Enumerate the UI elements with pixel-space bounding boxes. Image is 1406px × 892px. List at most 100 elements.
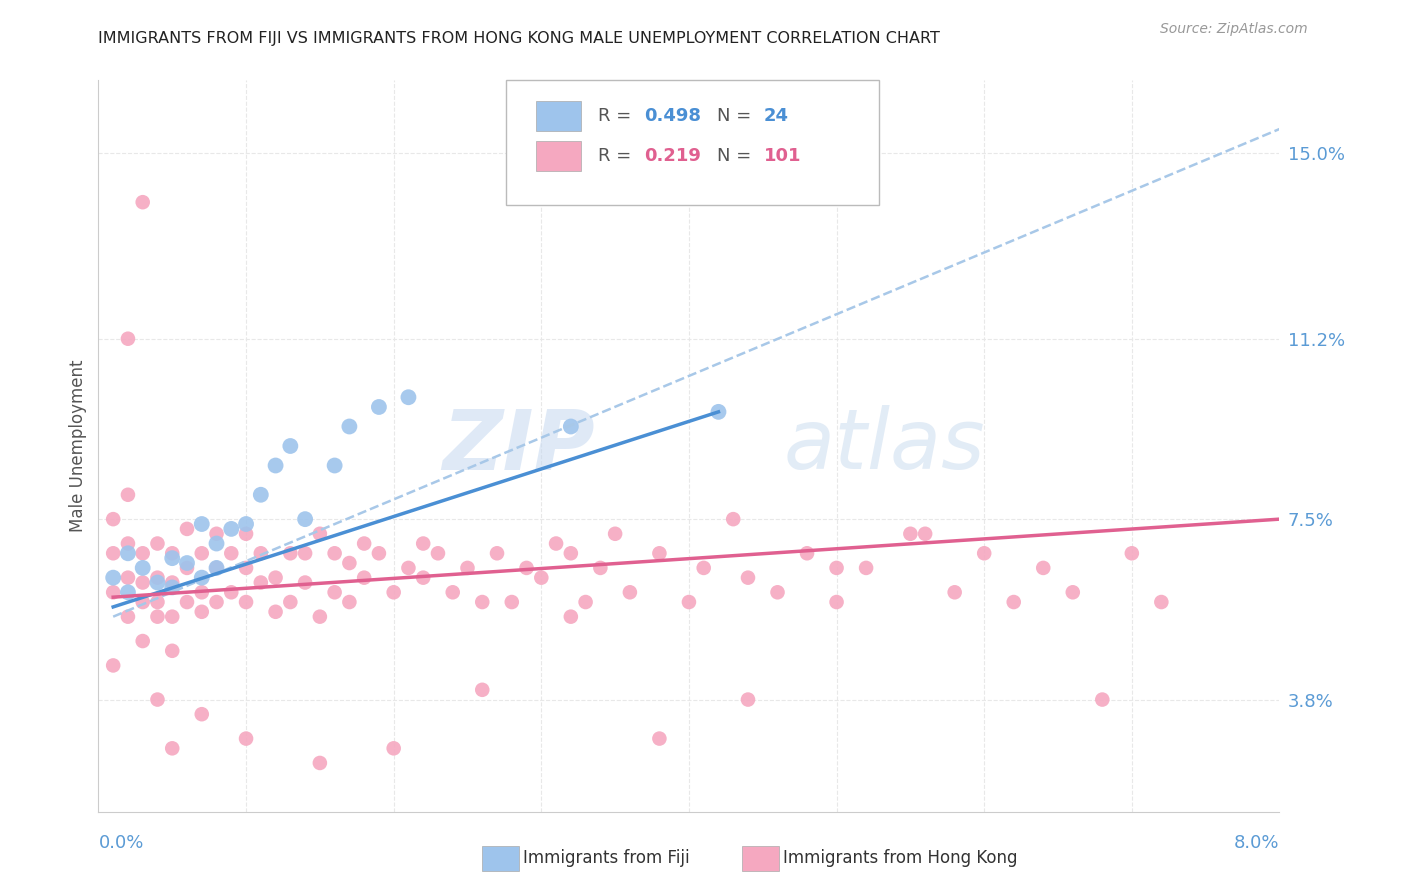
Point: [191, 585, 214, 599]
Point: [103, 571, 125, 585]
Point: [648, 546, 671, 560]
Point: [264, 458, 287, 473]
Point: [191, 571, 214, 585]
Point: [737, 692, 759, 706]
Point: [382, 741, 405, 756]
Point: [486, 546, 509, 560]
Point: [339, 595, 361, 609]
Point: [323, 458, 346, 473]
Point: [103, 658, 125, 673]
Point: [132, 546, 155, 560]
Text: R =: R =: [598, 147, 637, 165]
Text: N =: N =: [717, 107, 756, 125]
Point: [1002, 595, 1025, 609]
Point: [1150, 595, 1173, 609]
Point: [264, 571, 287, 585]
Text: 101: 101: [763, 147, 801, 165]
Point: [294, 575, 316, 590]
Point: [146, 536, 169, 550]
Point: [368, 546, 391, 560]
Point: [530, 571, 553, 585]
Point: [309, 756, 332, 770]
Point: [117, 488, 139, 502]
Point: [457, 561, 479, 575]
Point: [146, 571, 169, 585]
Point: [162, 551, 183, 566]
Point: [280, 439, 302, 453]
Point: [103, 512, 125, 526]
Point: [398, 561, 420, 575]
Point: [619, 585, 641, 599]
Point: [221, 546, 243, 560]
Point: [221, 522, 243, 536]
Point: [191, 516, 214, 531]
Point: [162, 581, 183, 595]
Point: [353, 536, 375, 550]
Point: [176, 561, 198, 575]
Point: [250, 575, 273, 590]
Point: [353, 571, 375, 585]
Text: 0.219: 0.219: [644, 147, 700, 165]
Point: [250, 546, 273, 560]
Point: [162, 609, 183, 624]
Point: [117, 536, 139, 550]
Point: [825, 561, 848, 575]
Point: [191, 546, 214, 560]
Point: [191, 707, 214, 722]
Point: [737, 571, 759, 585]
Point: [398, 390, 420, 404]
Point: [205, 561, 228, 575]
Point: [280, 546, 302, 560]
Point: [855, 561, 877, 575]
Point: [339, 419, 361, 434]
Point: [900, 526, 922, 541]
Point: [235, 526, 257, 541]
Point: [943, 585, 966, 599]
Text: atlas: atlas: [783, 406, 986, 486]
Point: [575, 595, 598, 609]
Point: [1091, 692, 1114, 706]
Point: [382, 585, 405, 599]
Point: [162, 741, 183, 756]
Point: [560, 419, 582, 434]
Point: [205, 536, 228, 550]
Point: [117, 609, 139, 624]
Point: [441, 585, 464, 599]
Point: [723, 512, 745, 526]
Point: [176, 522, 198, 536]
Point: [117, 571, 139, 585]
Point: [914, 526, 936, 541]
Point: [323, 585, 346, 599]
Point: [1032, 561, 1054, 575]
Point: [294, 512, 316, 526]
Text: 0.498: 0.498: [644, 107, 702, 125]
Point: [427, 546, 450, 560]
Point: [973, 546, 995, 560]
Text: 8.0%: 8.0%: [1234, 834, 1279, 852]
Point: [235, 561, 257, 575]
Point: [693, 561, 716, 575]
Point: [117, 585, 139, 599]
Point: [309, 609, 332, 624]
Text: Source: ZipAtlas.com: Source: ZipAtlas.com: [1160, 22, 1308, 37]
Point: [560, 609, 582, 624]
Point: [235, 516, 257, 531]
Point: [205, 595, 228, 609]
Point: [1121, 546, 1143, 560]
Point: [117, 332, 139, 346]
Point: [191, 605, 214, 619]
Point: [796, 546, 818, 560]
Point: [103, 546, 125, 560]
Point: [471, 682, 494, 697]
Point: [146, 595, 169, 609]
Point: [146, 609, 169, 624]
Y-axis label: Male Unemployment: Male Unemployment: [69, 359, 87, 533]
Point: [146, 692, 169, 706]
Point: [176, 595, 198, 609]
Point: [132, 195, 155, 210]
Point: [501, 595, 523, 609]
Point: [221, 585, 243, 599]
Point: [132, 561, 155, 575]
Point: [707, 405, 730, 419]
Point: [103, 585, 125, 599]
